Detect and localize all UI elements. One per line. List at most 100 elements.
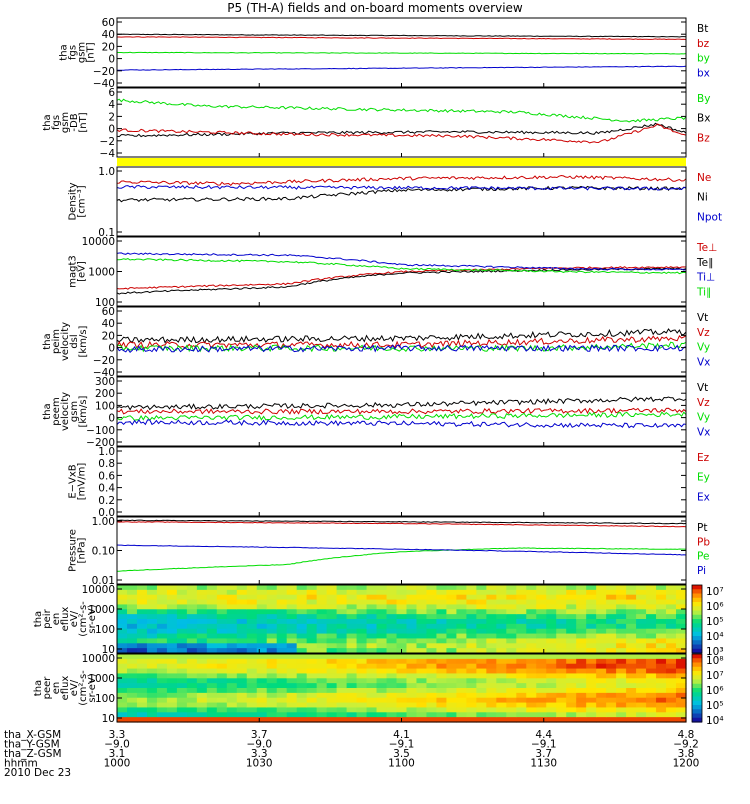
heatmap-cell — [336, 712, 348, 718]
legend-label: Vz — [697, 327, 710, 339]
y-tick-label: 0.2 — [98, 495, 115, 507]
heatmap-cell — [396, 589, 408, 596]
heatmap-cell — [306, 678, 318, 684]
heatmap-cell — [556, 692, 567, 699]
heatmap-cell — [296, 609, 308, 615]
heatmap-cell — [646, 707, 657, 713]
heatmap-cell — [416, 707, 428, 713]
heatmap-cell — [326, 585, 338, 591]
heatmap-cell — [166, 683, 178, 689]
heatmap-cell — [416, 628, 428, 635]
heatmap-cell — [306, 633, 318, 640]
y-tick-label: 2 — [108, 111, 115, 123]
heatmap-cell — [246, 599, 258, 606]
heatmap-cell — [426, 585, 438, 591]
heatmap-cell — [416, 589, 428, 596]
heatmap-cell — [226, 628, 238, 635]
heatmap-cell — [486, 628, 497, 635]
heatmap-cell — [117, 654, 128, 660]
heatmap-cell — [356, 589, 368, 596]
heatmap-cell — [406, 599, 418, 606]
heatmap-cell — [626, 585, 637, 591]
heatmap-cell — [126, 604, 138, 610]
heatmap-cell — [246, 623, 258, 630]
heatmap-cell — [406, 623, 418, 630]
heatmap-cell — [676, 717, 687, 723]
y-tick-label: 40 — [102, 318, 115, 330]
colorbar-segment — [692, 679, 702, 685]
heatmap-cell — [396, 638, 408, 644]
heatmap-cell — [616, 628, 627, 635]
heatmap-cell — [146, 678, 158, 684]
heatmap-cell — [366, 678, 378, 684]
heatmap-cell — [626, 717, 637, 723]
heatmap-cell — [146, 668, 158, 675]
heatmap-cell — [176, 633, 188, 640]
y-axis-label: Density — [68, 182, 79, 220]
heatmap-cell — [126, 594, 138, 601]
heatmap-cell — [666, 633, 677, 640]
heatmap-cell — [646, 654, 657, 660]
heatmap-cell — [446, 668, 457, 675]
heatmap-cell — [326, 678, 338, 684]
heatmap-cell — [196, 609, 208, 615]
heatmap-cell — [386, 599, 398, 606]
series-Ti⊥-line — [116, 252, 687, 271]
heatmap-cell — [316, 707, 328, 713]
heatmap-cell — [176, 668, 188, 675]
heatmap-cell — [266, 712, 278, 718]
heatmap-cell — [536, 604, 547, 610]
y-tick-label: 20 — [102, 41, 115, 53]
heatmap-cell — [326, 707, 338, 713]
y-tick-label: −200 — [86, 437, 115, 449]
heatmap-cell — [376, 688, 388, 694]
heatmap-cell — [456, 683, 467, 689]
heatmap-cell — [506, 692, 517, 699]
heatmap-cell — [366, 623, 378, 630]
heatmap-cell — [276, 648, 288, 654]
heatmap-cell — [286, 604, 298, 610]
heatmap-cell — [166, 673, 178, 679]
heatmap-cell — [586, 619, 597, 625]
heatmap-cell — [466, 707, 477, 713]
heatmap-cell — [336, 633, 348, 640]
heatmap-cell — [506, 619, 517, 625]
heatmap-cell — [306, 599, 318, 606]
heatmap-cell — [366, 683, 378, 689]
panel-1 — [116, 17, 687, 88]
heatmap-cell — [416, 623, 428, 630]
colorbar-tick-label: 10⁸ — [706, 655, 724, 667]
heatmap-cell — [576, 683, 587, 689]
y-tick-label: 60 — [102, 17, 115, 29]
heatmap-cell — [606, 712, 617, 718]
footer-value: 3.3 — [251, 748, 268, 760]
y-tick-label: 200 — [95, 388, 115, 400]
heatmap-cell — [266, 654, 278, 660]
heatmap-cell — [326, 683, 338, 689]
heatmap-cell — [117, 638, 128, 644]
heatmap-cell — [466, 712, 477, 718]
heatmap-cell — [436, 628, 448, 635]
heatmap-cell — [566, 692, 577, 699]
heatmap-cell — [166, 702, 178, 709]
y-tick-label: 0 — [108, 413, 115, 425]
heatmap-cell — [146, 633, 158, 640]
heatmap-cell — [326, 688, 338, 694]
heatmap-cell — [566, 619, 577, 625]
heatmap-cell — [626, 628, 637, 635]
heatmap-cell — [446, 673, 457, 679]
heatmap-cell — [406, 668, 418, 675]
y-axis-label: dsl — [69, 334, 80, 348]
heatmap-cell — [286, 599, 298, 606]
heatmap-cell — [386, 589, 398, 596]
heatmap-cell — [606, 648, 617, 654]
heatmap-cell — [436, 633, 448, 640]
heatmap-cell — [546, 609, 557, 615]
y-tick-label: 100 — [95, 693, 115, 705]
heatmap-cell — [406, 638, 418, 644]
heatmap-cell — [236, 702, 248, 709]
heatmap-cell — [356, 717, 368, 723]
heatmap-cell — [576, 589, 587, 596]
heatmap-cell — [646, 673, 657, 679]
heatmap-cell — [596, 702, 607, 709]
